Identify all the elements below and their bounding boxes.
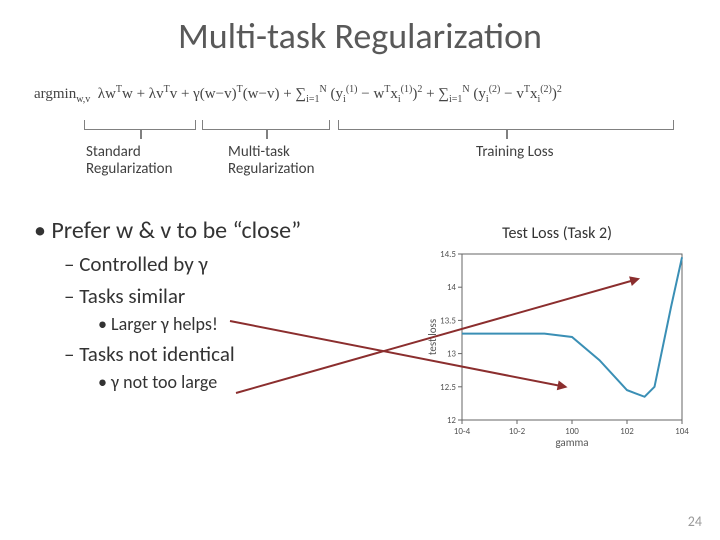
bracket	[202, 120, 330, 130]
equation-text: argminw,v λwTw + λvTv + γ(w−v)T(w−v) + ∑…	[34, 84, 562, 105]
bullet-controlled: Controlled by γ	[64, 251, 404, 277]
chart-svg: 1212.51313.51414.510-410-2100102104gamma…	[424, 248, 690, 448]
bullet-prefer: Prefer w & v to be “close”	[34, 216, 404, 245]
bracket-label: Multi-taskRegularization	[228, 144, 314, 179]
chart-title: Test Loss (Task 2)	[424, 224, 690, 243]
page-number: 24	[688, 513, 702, 530]
slide-title: Multi-task Regularization	[0, 0, 720, 58]
equation-area: argminw,v λwTw + λvTv + γ(w−v)T(w−v) + ∑…	[0, 78, 720, 148]
svg-text:12: 12	[447, 415, 457, 426]
bullet-list: Prefer w & v to be “close” Controlled by…	[34, 216, 404, 393]
svg-text:10-4: 10-4	[454, 426, 471, 437]
svg-text:104: 104	[675, 426, 689, 437]
bullet-similar: Tasks similar	[64, 283, 404, 309]
bracket	[84, 120, 196, 130]
svg-text:gamma: gamma	[555, 436, 588, 448]
svg-text:102: 102	[620, 426, 634, 437]
svg-text:13.5: 13.5	[440, 315, 456, 326]
svg-text:12.5: 12.5	[440, 382, 456, 393]
svg-text:13: 13	[447, 349, 457, 360]
bracket	[338, 120, 674, 130]
bracket-label: StandardRegularization	[86, 144, 172, 179]
svg-text:14: 14	[447, 282, 457, 293]
chart: 1212.51313.51414.510-410-2100102104gamma…	[424, 248, 690, 448]
svg-text:10-2: 10-2	[509, 426, 526, 437]
bracket-label: Training Loss	[476, 144, 554, 161]
svg-text:14.5: 14.5	[440, 249, 456, 260]
